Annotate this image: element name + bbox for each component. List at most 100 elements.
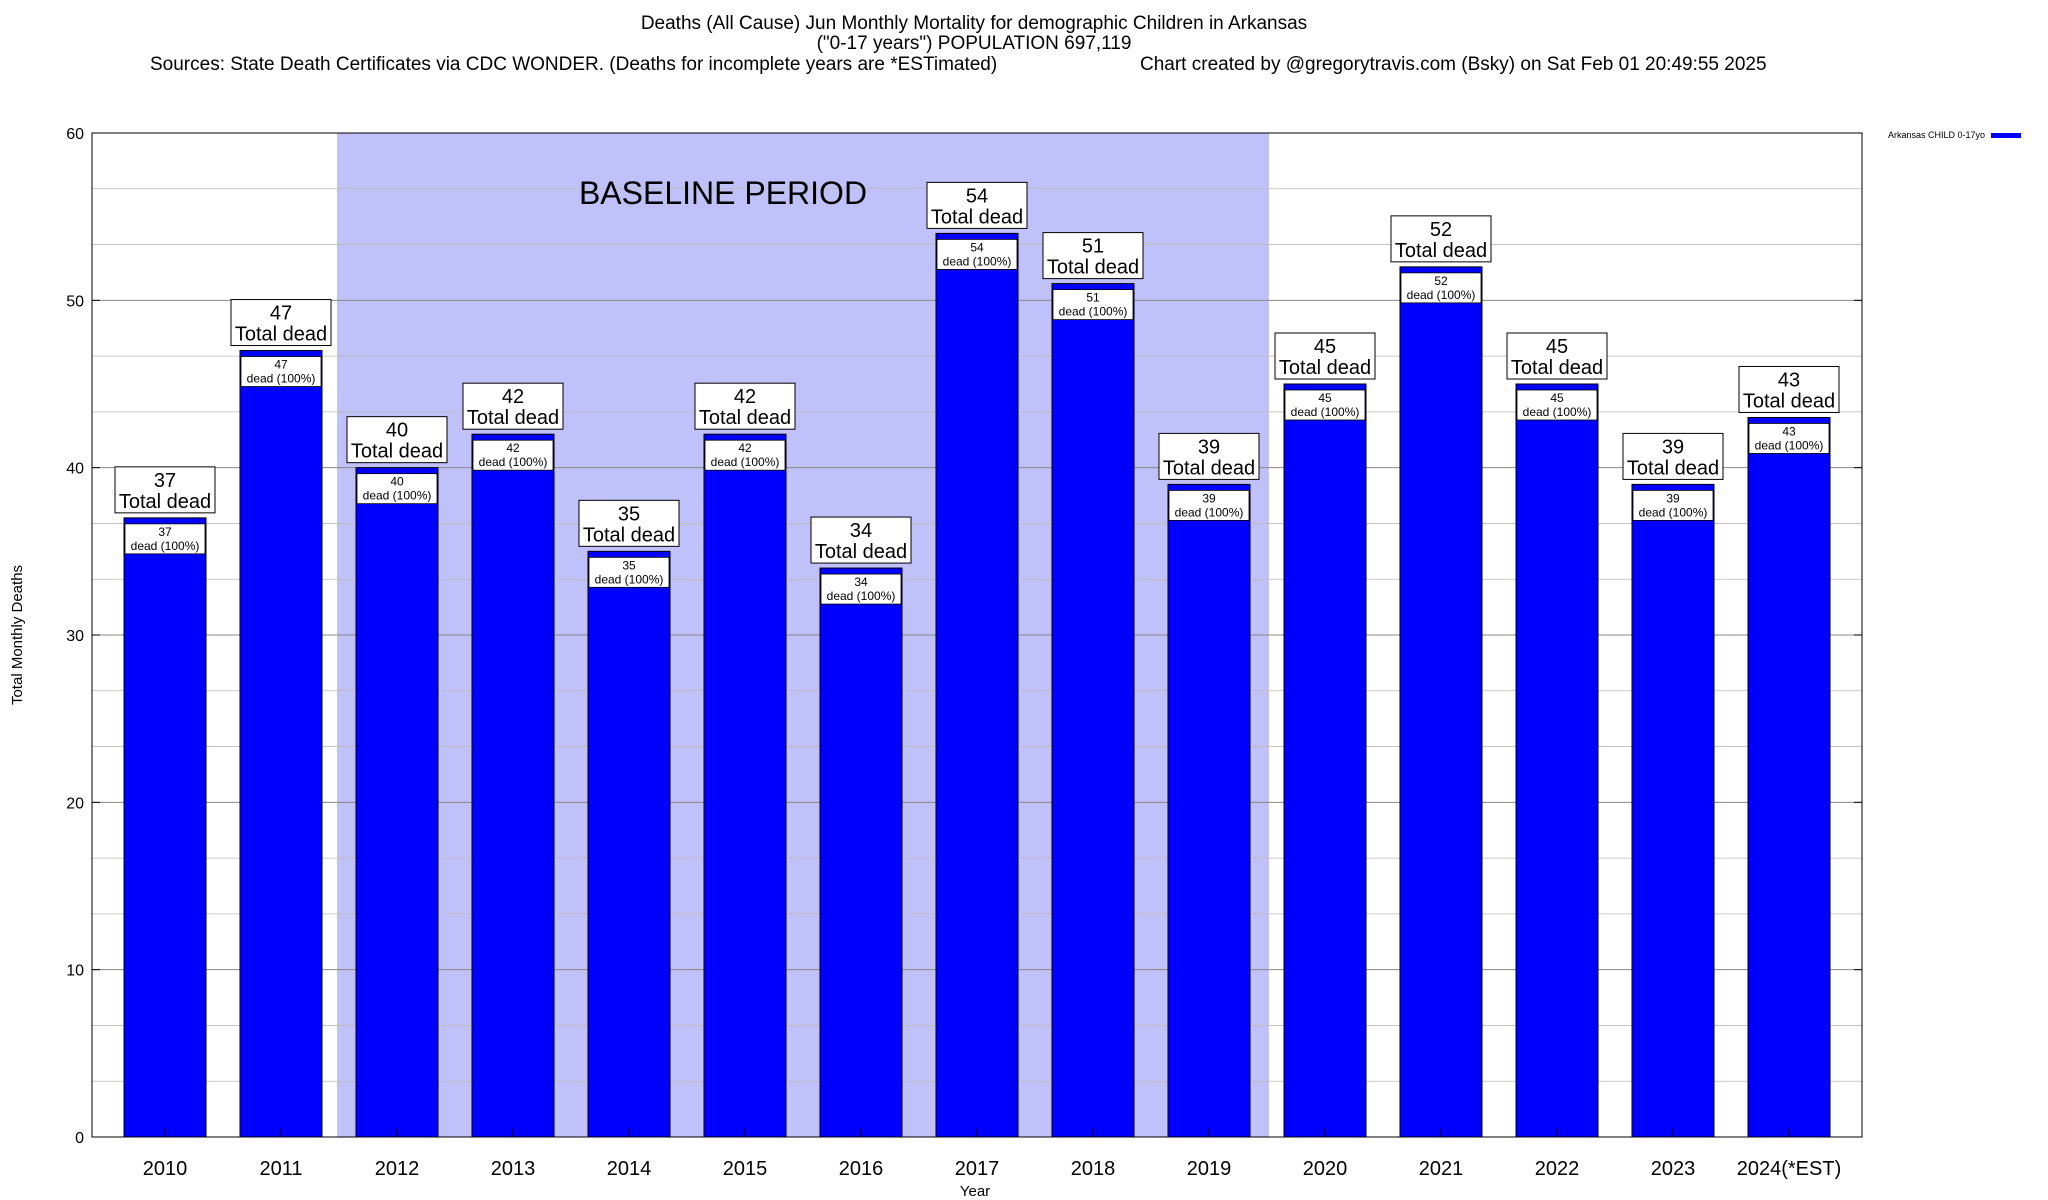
x-tick-label: 2021 bbox=[1419, 1158, 1464, 1180]
bar-total-value: 35 bbox=[618, 503, 640, 525]
bar-inner-label-box bbox=[1748, 423, 1830, 454]
y-tick-label: 20 bbox=[66, 795, 84, 812]
bar-inner-label-box bbox=[1516, 389, 1598, 421]
bar-total-label: Total dead bbox=[351, 441, 443, 463]
bar-total-label-box bbox=[462, 382, 564, 430]
bar-inner-value: 45 bbox=[1318, 391, 1332, 405]
bar bbox=[703, 433, 787, 1138]
bar-total-value: 39 bbox=[1198, 436, 1220, 458]
bar-inner-value: 45 bbox=[1550, 391, 1564, 405]
bar-inner-label-box bbox=[1284, 389, 1366, 421]
legend-label: Arkansas CHILD 0-17yo bbox=[1888, 130, 1986, 140]
x-tick-label: 2023 bbox=[1651, 1158, 1696, 1180]
x-tick-label: 2017 bbox=[955, 1158, 1000, 1180]
bar-inner-value: 43 bbox=[1782, 424, 1796, 438]
x-tick-label: 2012 bbox=[375, 1158, 420, 1180]
bar bbox=[1051, 283, 1135, 1138]
chart-title: Deaths (All Cause) Jun Monthly Mortality… bbox=[640, 13, 1308, 34]
bar bbox=[1515, 383, 1599, 1138]
bar-inner-pct: dead (100%) bbox=[363, 489, 432, 503]
bar-inner-pct: dead (100%) bbox=[1639, 505, 1708, 519]
bar-total-value: 42 bbox=[734, 386, 756, 408]
bar-total-label-box bbox=[1390, 215, 1492, 263]
bar bbox=[1631, 483, 1715, 1138]
x-tick-label: 2015 bbox=[723, 1158, 768, 1180]
bar-inner-value: 47 bbox=[274, 358, 288, 372]
x-tick-label: 2024(*EST) bbox=[1737, 1158, 1842, 1180]
bar-inner-value: 37 bbox=[158, 525, 172, 539]
bar-total-label: Total dead bbox=[235, 324, 327, 346]
bar-total-label-box bbox=[1158, 432, 1260, 480]
bar-inner-pct: dead (100%) bbox=[1175, 505, 1244, 519]
bar bbox=[819, 567, 903, 1138]
x-tick-label: 2022 bbox=[1535, 1158, 1580, 1180]
bar-total-value: 47 bbox=[270, 303, 292, 325]
x-tick-label: 2020 bbox=[1303, 1158, 1348, 1180]
bar-inner-pct: dead (100%) bbox=[131, 539, 200, 553]
bar bbox=[123, 517, 207, 1138]
bar-inner-value: 35 bbox=[622, 558, 636, 572]
bar bbox=[239, 350, 323, 1138]
bar-total-label: Total dead bbox=[467, 407, 559, 429]
bar-inner-label-box bbox=[356, 473, 438, 505]
bar-inner-label-box bbox=[936, 238, 1018, 270]
bar-total-value: 40 bbox=[386, 420, 408, 442]
x-axis-title: Year bbox=[960, 1183, 990, 1200]
bar-total-label-box bbox=[346, 416, 448, 464]
bar-total-label-box bbox=[1274, 332, 1376, 380]
credit-note: Chart created by @gregorytravis.com (Bsk… bbox=[1140, 54, 1767, 75]
bar-inner-pct: dead (100%) bbox=[1407, 288, 1476, 302]
bar-total-label-box bbox=[694, 382, 796, 430]
bar-inner-pct: dead (100%) bbox=[247, 372, 316, 386]
bar bbox=[1399, 266, 1483, 1138]
bar-total-label: Total dead bbox=[1627, 457, 1719, 479]
bar-total-label: Total dead bbox=[1743, 390, 1835, 412]
bar bbox=[1167, 483, 1251, 1138]
bar-inner-value: 42 bbox=[738, 441, 752, 455]
bar-inner-pct: dead (100%) bbox=[1291, 405, 1360, 419]
bar-total-label: Total dead bbox=[931, 206, 1023, 228]
legend-swatch bbox=[1991, 133, 2022, 139]
bar bbox=[587, 550, 671, 1138]
bar-total-label: Total dead bbox=[699, 407, 791, 429]
x-tick-label: 2010 bbox=[143, 1158, 188, 1180]
bar-inner-label-box bbox=[588, 556, 670, 588]
bar-total-value: 43 bbox=[1778, 369, 1800, 391]
bar-inner-label-box bbox=[1632, 489, 1714, 521]
bar-total-value: 45 bbox=[1314, 336, 1336, 358]
x-tick-label: 2018 bbox=[1071, 1158, 1116, 1180]
bar-inner-pct: dead (100%) bbox=[827, 589, 896, 603]
bar-total-label-box bbox=[810, 516, 912, 564]
bar-inner-value: 42 bbox=[506, 441, 520, 455]
bar-total-label: Total dead bbox=[1279, 357, 1371, 379]
bar-inner-label-box bbox=[1052, 289, 1134, 321]
bar-total-label-box bbox=[1506, 332, 1608, 380]
legend: Arkansas CHILD 0-17yo bbox=[1888, 130, 2022, 140]
x-tick-label: 2019 bbox=[1187, 1158, 1232, 1180]
bar-inner-pct: dead (100%) bbox=[1523, 405, 1592, 419]
bar bbox=[1747, 416, 1831, 1138]
bar-inner-pct: dead (100%) bbox=[1059, 305, 1128, 319]
bar-total-value: 54 bbox=[966, 185, 988, 207]
bar-inner-pct: dead (100%) bbox=[711, 455, 780, 469]
bar bbox=[1283, 383, 1367, 1138]
y-tick-label: 0 bbox=[75, 1130, 84, 1147]
bar-total-value: 51 bbox=[1082, 236, 1104, 258]
bar-inner-value: 34 bbox=[854, 575, 868, 589]
bar-inner-label-box bbox=[820, 573, 902, 605]
bar-inner-value: 51 bbox=[1086, 291, 1100, 305]
bar-total-label-box bbox=[1622, 432, 1724, 480]
x-tick-label: 2014 bbox=[607, 1158, 652, 1180]
bar-total-label-box bbox=[230, 299, 332, 347]
bar-total-value: 52 bbox=[1430, 219, 1452, 241]
bar-total-label-box bbox=[1738, 365, 1840, 413]
y-axis-title: Total Monthly Deaths bbox=[9, 565, 26, 705]
bar-inner-value: 39 bbox=[1666, 491, 1680, 505]
bar-inner-label-box bbox=[1168, 489, 1250, 521]
bar-total-value: 45 bbox=[1546, 336, 1568, 358]
bar-total-label-box bbox=[578, 499, 680, 547]
y-tick-label: 10 bbox=[66, 963, 84, 980]
bar-inner-pct: dead (100%) bbox=[1755, 438, 1824, 452]
bar-inner-label-box bbox=[472, 439, 554, 471]
